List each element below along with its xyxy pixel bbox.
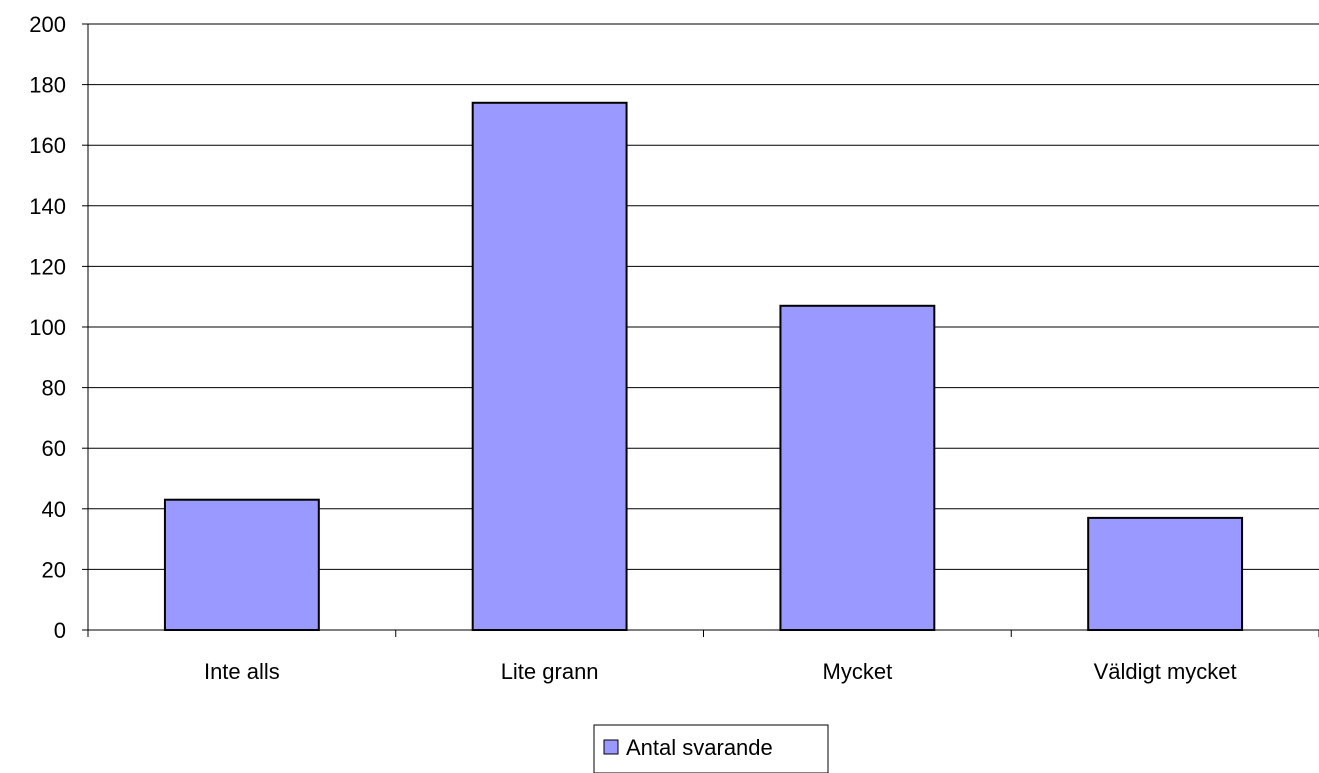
gridlines — [88, 23, 1319, 570]
axes — [82, 23, 1319, 637]
legend-box — [593, 724, 829, 773]
x-tick-label: Mycket — [823, 659, 893, 684]
y-tick-label: 100 — [29, 315, 66, 340]
x-tick-label: Inte alls — [204, 659, 280, 684]
y-tick-label: 140 — [29, 194, 66, 219]
y-tick-label: 20 — [42, 557, 66, 582]
x-axis-tick-labels: Inte alls Lite grann Mycket Väldigt mycket — [204, 659, 1237, 684]
legend: Antal svarande — [593, 724, 829, 773]
legend-swatch — [603, 739, 619, 755]
y-tick-label: 120 — [29, 254, 66, 279]
y-axis-tick-labels: 0 20 40 60 80 100 120 140 160 180 200 — [29, 12, 66, 643]
y-tick-label: 200 — [29, 12, 66, 37]
x-tick-label: Lite grann — [501, 659, 599, 684]
y-tick-label: 180 — [29, 73, 66, 98]
y-tick-label: 80 — [42, 376, 66, 401]
y-tick-label: 60 — [42, 436, 66, 461]
y-tick-label: 160 — [29, 133, 66, 158]
x-tick-label: Väldigt mycket — [1094, 659, 1237, 684]
bar — [471, 101, 628, 631]
legend-label: Antal svarande — [626, 735, 773, 760]
y-tick-label: 0 — [54, 618, 66, 643]
y-tick-label: 40 — [42, 497, 66, 522]
bar — [163, 498, 320, 631]
bar — [779, 304, 936, 631]
bars — [163, 101, 1244, 632]
bar — [1087, 516, 1244, 632]
